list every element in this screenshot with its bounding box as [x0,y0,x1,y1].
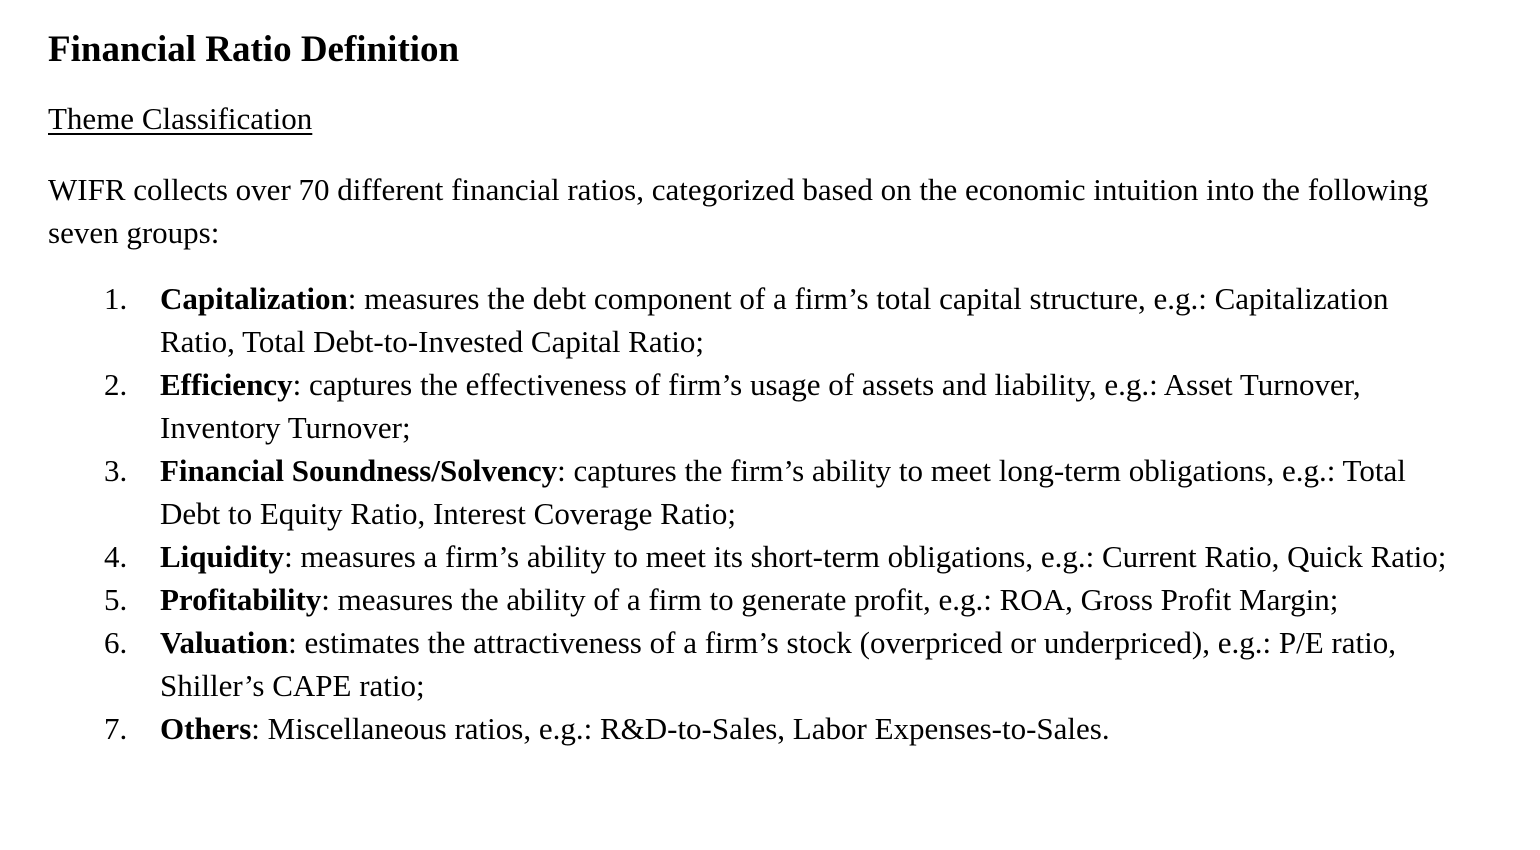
list-item-number: 5. [104,582,128,617]
list-item-term: Profitability [160,582,322,617]
list-item-term: Others [160,711,252,746]
list-item-number: 6. [104,625,128,660]
list-item-number: 1. [104,281,128,316]
list-item-liquidity: 4. Liquidity: measures a firm’s ability t… [48,535,1470,578]
list-item-efficiency: 2. Efficiency: captures the effectiveness… [48,363,1470,449]
section-heading: Theme Classification [48,101,313,136]
list-item-term: Liquidity [160,539,285,574]
list-item-solvency: 3. Financial Soundness/Solvency: captures… [48,449,1470,535]
list-item-term: Financial Soundness/Solvency [160,453,558,488]
list-item-capitalization: 1. Capitalization: measures the debt comp… [48,277,1470,363]
ratio-group-list: 1. Capitalization: measures the debt comp… [48,277,1540,750]
list-item-description: : measures a firm’s ability to meet its … [284,539,1447,574]
list-item-description: : measures the debt component of a firm’… [160,281,1389,359]
list-item-description: : Miscellaneous ratios, e.g.: R&D-to-Sal… [251,711,1110,746]
list-item-description: : measures the ability of a firm to gene… [321,582,1339,617]
list-item-others: 7. Others: Miscellaneous ratios, e.g.: R&… [48,707,1470,750]
list-item-term: Efficiency [160,367,293,402]
list-item-number: 7. [104,711,128,746]
list-item-description: : captures the effectiveness of firm’s u… [160,367,1361,445]
list-item-number: 3. [104,453,128,488]
list-item-number: 2. [104,367,128,402]
list-item-description: : estimates the attractiveness of a firm… [160,625,1396,703]
list-item-number: 4. [104,539,128,574]
list-item-term: Capitalization [160,281,348,316]
document-title: Financial Ratio Definition [48,29,460,70]
list-item-valuation: 6. Valuation: estimates the attractivenes… [48,621,1470,707]
list-item-profitability: 5. Profitability: measures the ability of… [48,578,1470,621]
intro-paragraph: WIFR collects over 70 different financia… [48,172,1429,250]
list-item-term: Valuation [160,625,289,660]
list-item-description: : captures the firm’s ability to meet lo… [160,453,1406,531]
